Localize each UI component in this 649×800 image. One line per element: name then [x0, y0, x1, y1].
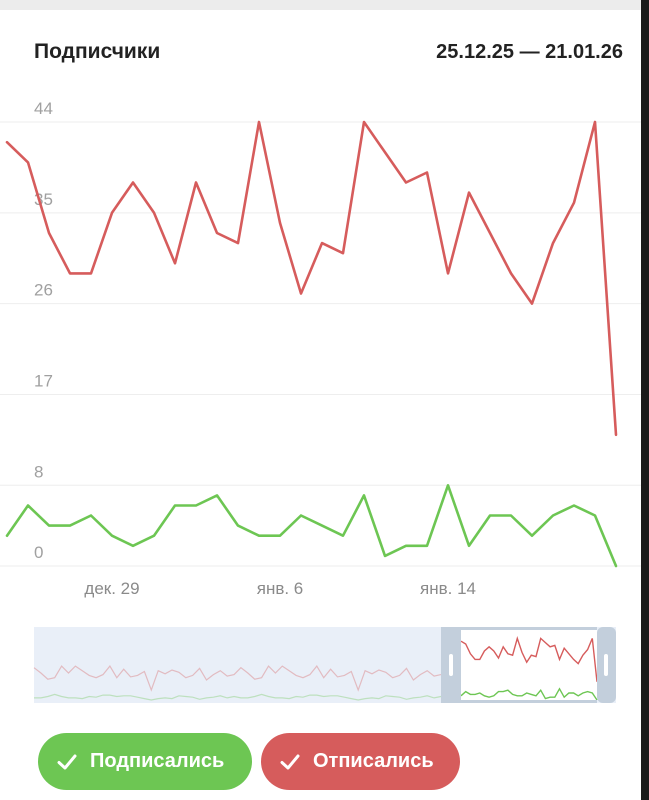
- unsubscribed-series-line: [5, 120, 618, 437]
- navigator-window-unsubscribed-line: [460, 636, 598, 682]
- navigator-window-subscribed-line: [460, 687, 598, 701]
- x-tick-label: дек. 29: [84, 579, 139, 598]
- chart-title: Подписчики: [34, 40, 161, 63]
- check-icon: [280, 754, 300, 769]
- grid: [0, 121, 641, 567]
- x-axis: дек. 29 янв. 6 янв. 14: [84, 579, 476, 598]
- series: [5, 120, 618, 568]
- y-tick-label: 26: [34, 281, 53, 300]
- y-tick-label: 8: [34, 462, 43, 481]
- unsubscribed-toggle-button[interactable]: Отписались: [261, 733, 460, 790]
- check-icon: [57, 754, 77, 769]
- range-navigator[interactable]: [0, 0, 641, 720]
- date-range[interactable]: 25.12.25 — 21.01.26: [436, 41, 623, 63]
- navigator-history-subscribed-line: [34, 693, 442, 701]
- unsubscribed-label: Отписались: [313, 750, 434, 772]
- navigator-history-unsubscribed-line: [33, 665, 442, 692]
- subscribed-label: Подписались: [90, 750, 225, 772]
- subscribed-series-line: [5, 483, 618, 568]
- y-tick-label: 0: [34, 543, 43, 562]
- y-tick-label: 44: [34, 99, 53, 118]
- x-tick-label: янв. 14: [420, 579, 476, 598]
- subscribed-toggle-button[interactable]: Подписались: [38, 733, 252, 790]
- navigator-right-grip: [604, 654, 608, 676]
- navigator-window[interactable]: [461, 630, 597, 700]
- x-tick-label: янв. 6: [257, 579, 304, 598]
- navigator-window-bottom: [461, 700, 597, 703]
- navigator-left-grip: [449, 654, 453, 676]
- navigator-window-series: [460, 636, 598, 701]
- navigator-window-top: [461, 627, 597, 630]
- navigator-series: [33, 665, 442, 701]
- screen-edge: [641, 0, 649, 800]
- y-tick-label: 17: [34, 371, 53, 390]
